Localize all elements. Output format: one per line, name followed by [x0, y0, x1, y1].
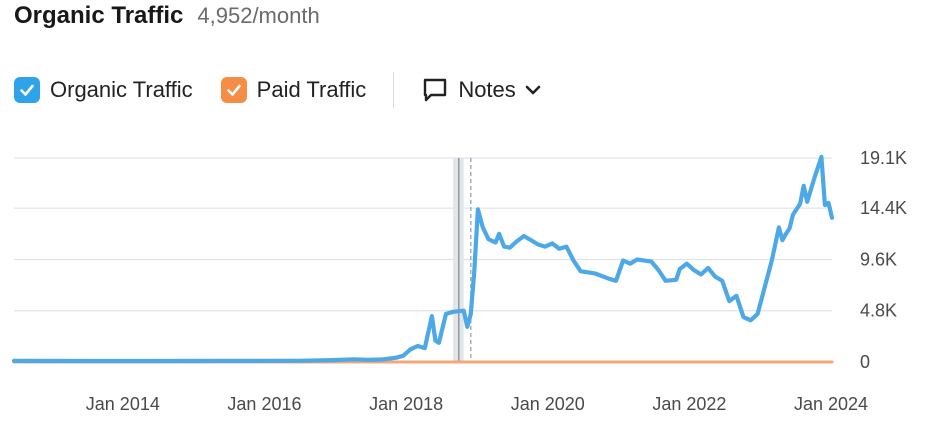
- chart-header: Organic Traffic 4,952/month: [14, 2, 320, 36]
- x-tick-label: Jan 2016: [227, 394, 301, 414]
- series: [11, 154, 835, 364]
- y-tick-label: 9.6K: [860, 249, 897, 269]
- y-axis-ticks: 0 4.8K 9.6K 14.4K 19.1K: [860, 148, 907, 372]
- y-tick-label: 0: [860, 352, 870, 372]
- legend-item-paid[interactable]: Paid Traffic: [220, 77, 367, 103]
- grid: [14, 157, 832, 312]
- checkmark-icon: [20, 84, 34, 96]
- legend-divider: [393, 72, 395, 108]
- x-tick-label: Jan 2014: [86, 394, 160, 414]
- organic-checkbox[interactable]: [14, 77, 40, 103]
- x-tick-label: Jan 2018: [369, 394, 443, 414]
- legend-label-organic: Organic Traffic: [50, 77, 193, 102]
- x-axis-ticks: Jan 2014 Jan 2016 Jan 2018 Jan 2020 Jan 2022…: [86, 394, 868, 414]
- legend: Organic Traffic Paid Traffic Notes: [14, 72, 542, 108]
- chart-title: Organic Traffic: [14, 2, 184, 29]
- x-tick-label: Jan 2022: [652, 394, 726, 414]
- x-tick-label: Jan 2020: [511, 394, 585, 414]
- y-tick-label: 19.1K: [860, 148, 907, 168]
- paid-checkbox[interactable]: [220, 77, 247, 103]
- x-tick-label: Jan 2024: [794, 394, 868, 414]
- y-tick-label: 14.4K: [860, 198, 907, 218]
- chevron-down-icon: [525, 85, 541, 95]
- notes-dropdown[interactable]: Notes: [422, 77, 541, 103]
- note-markers: [453, 158, 472, 362]
- comment-icon: [424, 78, 447, 102]
- y-tick-label: 4.8K: [860, 301, 897, 321]
- checkmark-icon: [226, 84, 241, 96]
- notes-label: Notes: [458, 77, 516, 102]
- legend-label-paid: Paid Traffic: [256, 77, 367, 102]
- organic-traffic-line: [11, 154, 835, 364]
- legend-item-organic[interactable]: Organic Traffic: [14, 77, 193, 103]
- traffic-summary: 4,952/month: [197, 3, 320, 28]
